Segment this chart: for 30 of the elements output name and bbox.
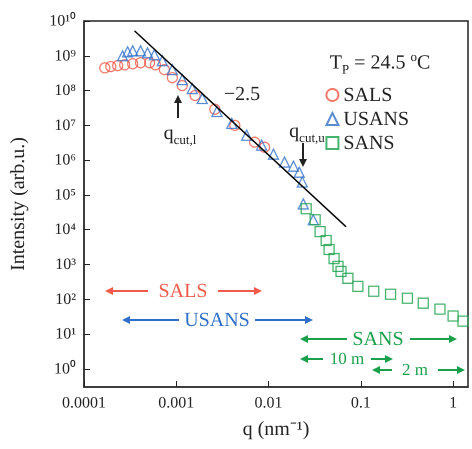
x-tick-label: 0.1 xyxy=(350,394,371,412)
x-axis-title: q (nm⁻¹) xyxy=(242,418,310,440)
y-tick-label: 10¹ xyxy=(55,326,76,343)
x-tick-label: 0.01 xyxy=(254,394,283,412)
y-tick-label: 10¹⁰ xyxy=(49,12,76,30)
legend-label: SANS xyxy=(343,132,395,154)
annotation: USANS xyxy=(184,309,250,331)
y-tick-label: 10³ xyxy=(55,256,76,273)
y-tick-label: 10⁴ xyxy=(54,221,76,238)
annotation: 2 m xyxy=(402,360,428,379)
x-tick-label: 0.001 xyxy=(158,394,194,412)
annotation: 10 m xyxy=(330,349,364,368)
annotation: −2.5 xyxy=(224,83,260,105)
legend-label: SALS xyxy=(343,84,392,106)
y-tick-label: 10⁹ xyxy=(54,47,76,64)
x-tick-label: 0.0001 xyxy=(62,394,106,412)
annotation: q$_{cut,u}$ xyxy=(289,120,325,145)
y-tick-label: 10² xyxy=(55,290,76,308)
annotation: SALS xyxy=(158,280,208,302)
annotation: SANS xyxy=(352,328,404,350)
x-tick-label: 1 xyxy=(449,394,458,412)
y-tick-label: 10⁰ xyxy=(54,359,76,378)
y-axis-title: Intensity (arb.u.) xyxy=(7,137,29,271)
y-tick-label: 10⁸ xyxy=(54,82,76,100)
annotation: q$_{cut,l}$ xyxy=(164,122,196,147)
legend-label: USANS xyxy=(343,108,409,130)
y-tick-label: 10⁵ xyxy=(54,186,76,204)
y-tick-label: 10⁷ xyxy=(54,116,76,134)
y-tick-label: 10⁶ xyxy=(54,152,76,169)
annotation: T$_{P}$ = 24.5 $^{o}$C xyxy=(330,49,430,77)
